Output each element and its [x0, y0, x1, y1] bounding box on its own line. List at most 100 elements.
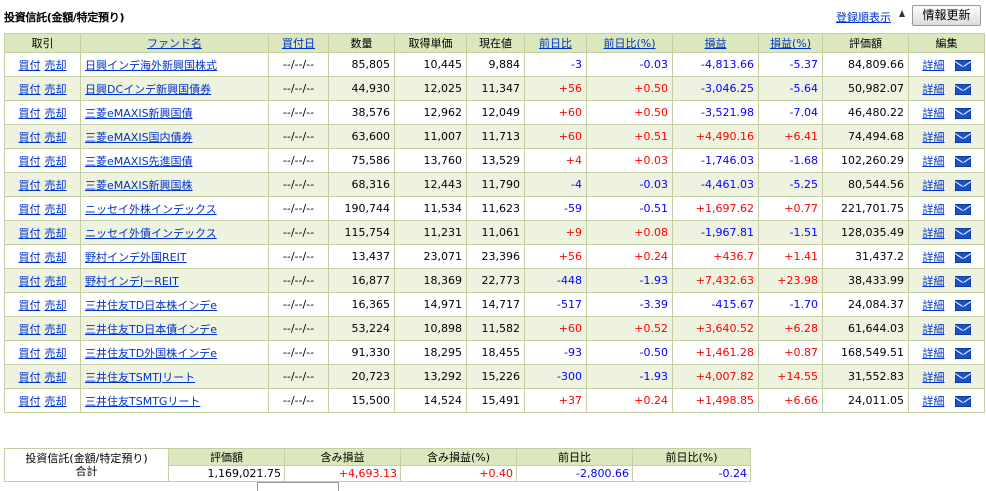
trade-cell: 買付 売却	[4, 388, 81, 413]
fund-name-link[interactable]: 野村インデJ－REIT	[85, 274, 179, 288]
buy-link[interactable]: 買付	[18, 106, 41, 120]
mail-icon[interactable]	[954, 180, 971, 191]
sell-link[interactable]: 売却	[44, 346, 67, 360]
column-header-profit-loss[interactable]: 損益	[672, 33, 759, 53]
mail-icon[interactable]	[954, 252, 971, 263]
acquisition-cost: 18,369	[394, 268, 467, 293]
mail-icon[interactable]	[954, 156, 971, 167]
trade-cell: 買付 売却	[4, 292, 81, 317]
quantity: 115,754	[328, 220, 395, 245]
fund-name-link[interactable]: 三井住友TSMTGリート	[85, 394, 201, 408]
sell-link[interactable]: 売却	[44, 106, 67, 120]
detail-link[interactable]: 詳細	[922, 130, 945, 144]
fund-name-link[interactable]: ニッセイ外株インデックス	[85, 202, 217, 216]
mail-icon[interactable]	[954, 300, 971, 311]
detail-link[interactable]: 詳細	[922, 274, 945, 288]
fund-name-link[interactable]: ニッセイ外債インデックス	[85, 226, 217, 240]
sell-link[interactable]: 売却	[44, 226, 67, 240]
profit-loss-pct: -5.64	[758, 76, 823, 101]
buy-link[interactable]: 買付	[18, 202, 41, 216]
sell-link[interactable]: 売却	[44, 82, 67, 96]
sell-link[interactable]: 売却	[44, 250, 67, 264]
sell-link[interactable]: 売却	[44, 202, 67, 216]
fund-name-link[interactable]: 三井住友TD日本株インデe	[85, 298, 217, 312]
profit-loss-pct: -1.70	[758, 292, 823, 317]
column-header-fund-name[interactable]: ファンド名	[80, 33, 269, 53]
column-header-change-pct[interactable]: 前日比(%)	[586, 33, 673, 53]
buy-link[interactable]: 買付	[18, 370, 41, 384]
detail-link[interactable]: 詳細	[922, 346, 945, 360]
fund-name-link[interactable]: 三菱eMAXIS国内債券	[85, 130, 193, 144]
column-header-profit-loss-pct[interactable]: 損益(%)	[758, 33, 823, 53]
acquisition-cost: 18,295	[394, 340, 467, 365]
buy-link[interactable]: 買付	[18, 298, 41, 312]
detail-link[interactable]: 詳細	[922, 394, 945, 408]
detail-link[interactable]: 詳細	[922, 298, 945, 312]
market-value: 31,552.83	[822, 364, 909, 389]
buy-link[interactable]: 買付	[18, 322, 41, 336]
detail-link[interactable]: 詳細	[922, 370, 945, 384]
column-header-buy-date[interactable]: 買付日	[268, 33, 329, 53]
buy-link[interactable]: 買付	[18, 130, 41, 144]
sell-link[interactable]: 売却	[44, 322, 67, 336]
mail-icon[interactable]	[954, 396, 971, 407]
market-value: 102,260.29	[822, 148, 909, 173]
mail-icon[interactable]	[954, 84, 971, 95]
detail-link[interactable]: 詳細	[922, 58, 945, 72]
mail-icon[interactable]	[954, 228, 971, 239]
mail-icon[interactable]	[954, 60, 971, 71]
fund-name-link[interactable]: 三井住友TSMTJリート	[85, 370, 196, 384]
sell-link[interactable]: 売却	[44, 274, 67, 288]
column-header-trade: 取引	[4, 33, 81, 53]
buy-date: --/--/--	[268, 268, 329, 293]
sell-link[interactable]: 売却	[44, 370, 67, 384]
column-header-change[interactable]: 前日比	[524, 33, 587, 53]
buy-link[interactable]: 買付	[18, 82, 41, 96]
mail-icon[interactable]	[954, 348, 971, 359]
buy-link[interactable]: 買付	[18, 154, 41, 168]
detail-link[interactable]: 詳細	[922, 202, 945, 216]
detail-link[interactable]: 詳細	[922, 250, 945, 264]
mail-icon[interactable]	[954, 276, 971, 287]
mail-icon[interactable]	[954, 372, 971, 383]
fund-name-link[interactable]: 三菱eMAXIS先進国債	[85, 154, 193, 168]
market-value: 84,809.66	[822, 52, 909, 77]
sell-link[interactable]: 売却	[44, 154, 67, 168]
fund-name-link[interactable]: 三井住友TD外国株インデe	[85, 346, 217, 360]
detail-link[interactable]: 詳細	[922, 226, 945, 240]
sell-link[interactable]: 売却	[44, 130, 67, 144]
registration-order-link[interactable]: 登録順表示	[836, 11, 891, 24]
mail-icon[interactable]	[954, 108, 971, 119]
sell-link[interactable]: 売却	[44, 178, 67, 192]
fund-name-link[interactable]: 三菱eMAXIS新興国株	[85, 178, 193, 192]
sell-link[interactable]: 売却	[44, 394, 67, 408]
fund-name-link[interactable]: 日興インデ海外新興国株式	[85, 58, 217, 72]
buy-link[interactable]: 買付	[18, 250, 41, 264]
summary-header-unrealized-pct: 含み損益(%)	[400, 448, 517, 466]
detail-link[interactable]: 詳細	[922, 154, 945, 168]
day-change: +9	[524, 220, 587, 245]
edit-cell: 詳細	[908, 124, 985, 149]
fund-name-link[interactable]: 三菱eMAXIS新興国債	[85, 106, 193, 120]
buy-link[interactable]: 買付	[18, 58, 41, 72]
detail-link[interactable]: 詳細	[922, 82, 945, 96]
sell-link[interactable]: 売却	[44, 298, 67, 312]
buy-link[interactable]: 買付	[18, 394, 41, 408]
detail-link[interactable]: 詳細	[922, 178, 945, 192]
buy-link[interactable]: 買付	[18, 346, 41, 360]
sell-link[interactable]: 売却	[44, 58, 67, 72]
buy-link[interactable]: 買付	[18, 226, 41, 240]
buy-link[interactable]: 買付	[18, 274, 41, 288]
mail-icon[interactable]	[954, 132, 971, 143]
detail-link[interactable]: 詳細	[922, 106, 945, 120]
fund-name-link[interactable]: 野村インデ外国REIT	[85, 250, 187, 264]
fund-name-link[interactable]: 日興DCインデ新興国債券	[85, 82, 212, 96]
detail-link[interactable]: 詳細	[922, 322, 945, 336]
fund-name-link[interactable]: 三井住友TD日本債インデe	[85, 322, 217, 336]
acquisition-cost: 23,071	[394, 244, 467, 269]
buy-link[interactable]: 買付	[18, 178, 41, 192]
mail-icon[interactable]	[954, 204, 971, 215]
table-row: 買付 売却 野村インデ外国REIT --/--/-- 13,437 23,071 23,39…	[4, 244, 985, 269]
mail-icon[interactable]	[954, 324, 971, 335]
refresh-button[interactable]: 情報更新	[912, 5, 981, 26]
